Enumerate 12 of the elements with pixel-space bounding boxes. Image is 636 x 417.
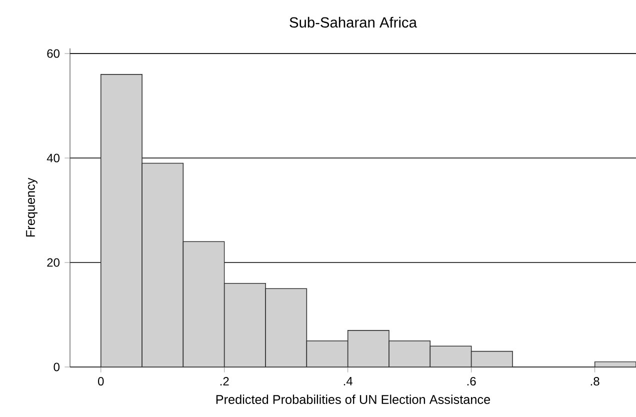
x-axis-title: Predicted Probabilities of UN Election Assistance — [216, 394, 490, 404]
y-tick-label: 20 — [47, 258, 60, 267]
y-tick-label: 0 — [54, 362, 60, 372]
y-tick-label: 40 — [46, 154, 60, 162]
chart-title: Sub-Saharan Africa — [290, 16, 417, 28]
y-axis-title: Frequency — [26, 178, 38, 237]
y-tick-label: 60 — [47, 49, 60, 58]
x-tick-label: 0 — [98, 377, 104, 386]
x-tick-label: .6 — [467, 377, 476, 386]
x-tick-label: .2 — [220, 377, 229, 386]
x-tick-label: .8 — [590, 377, 600, 386]
x-tick-label: .4 — [344, 377, 352, 386]
